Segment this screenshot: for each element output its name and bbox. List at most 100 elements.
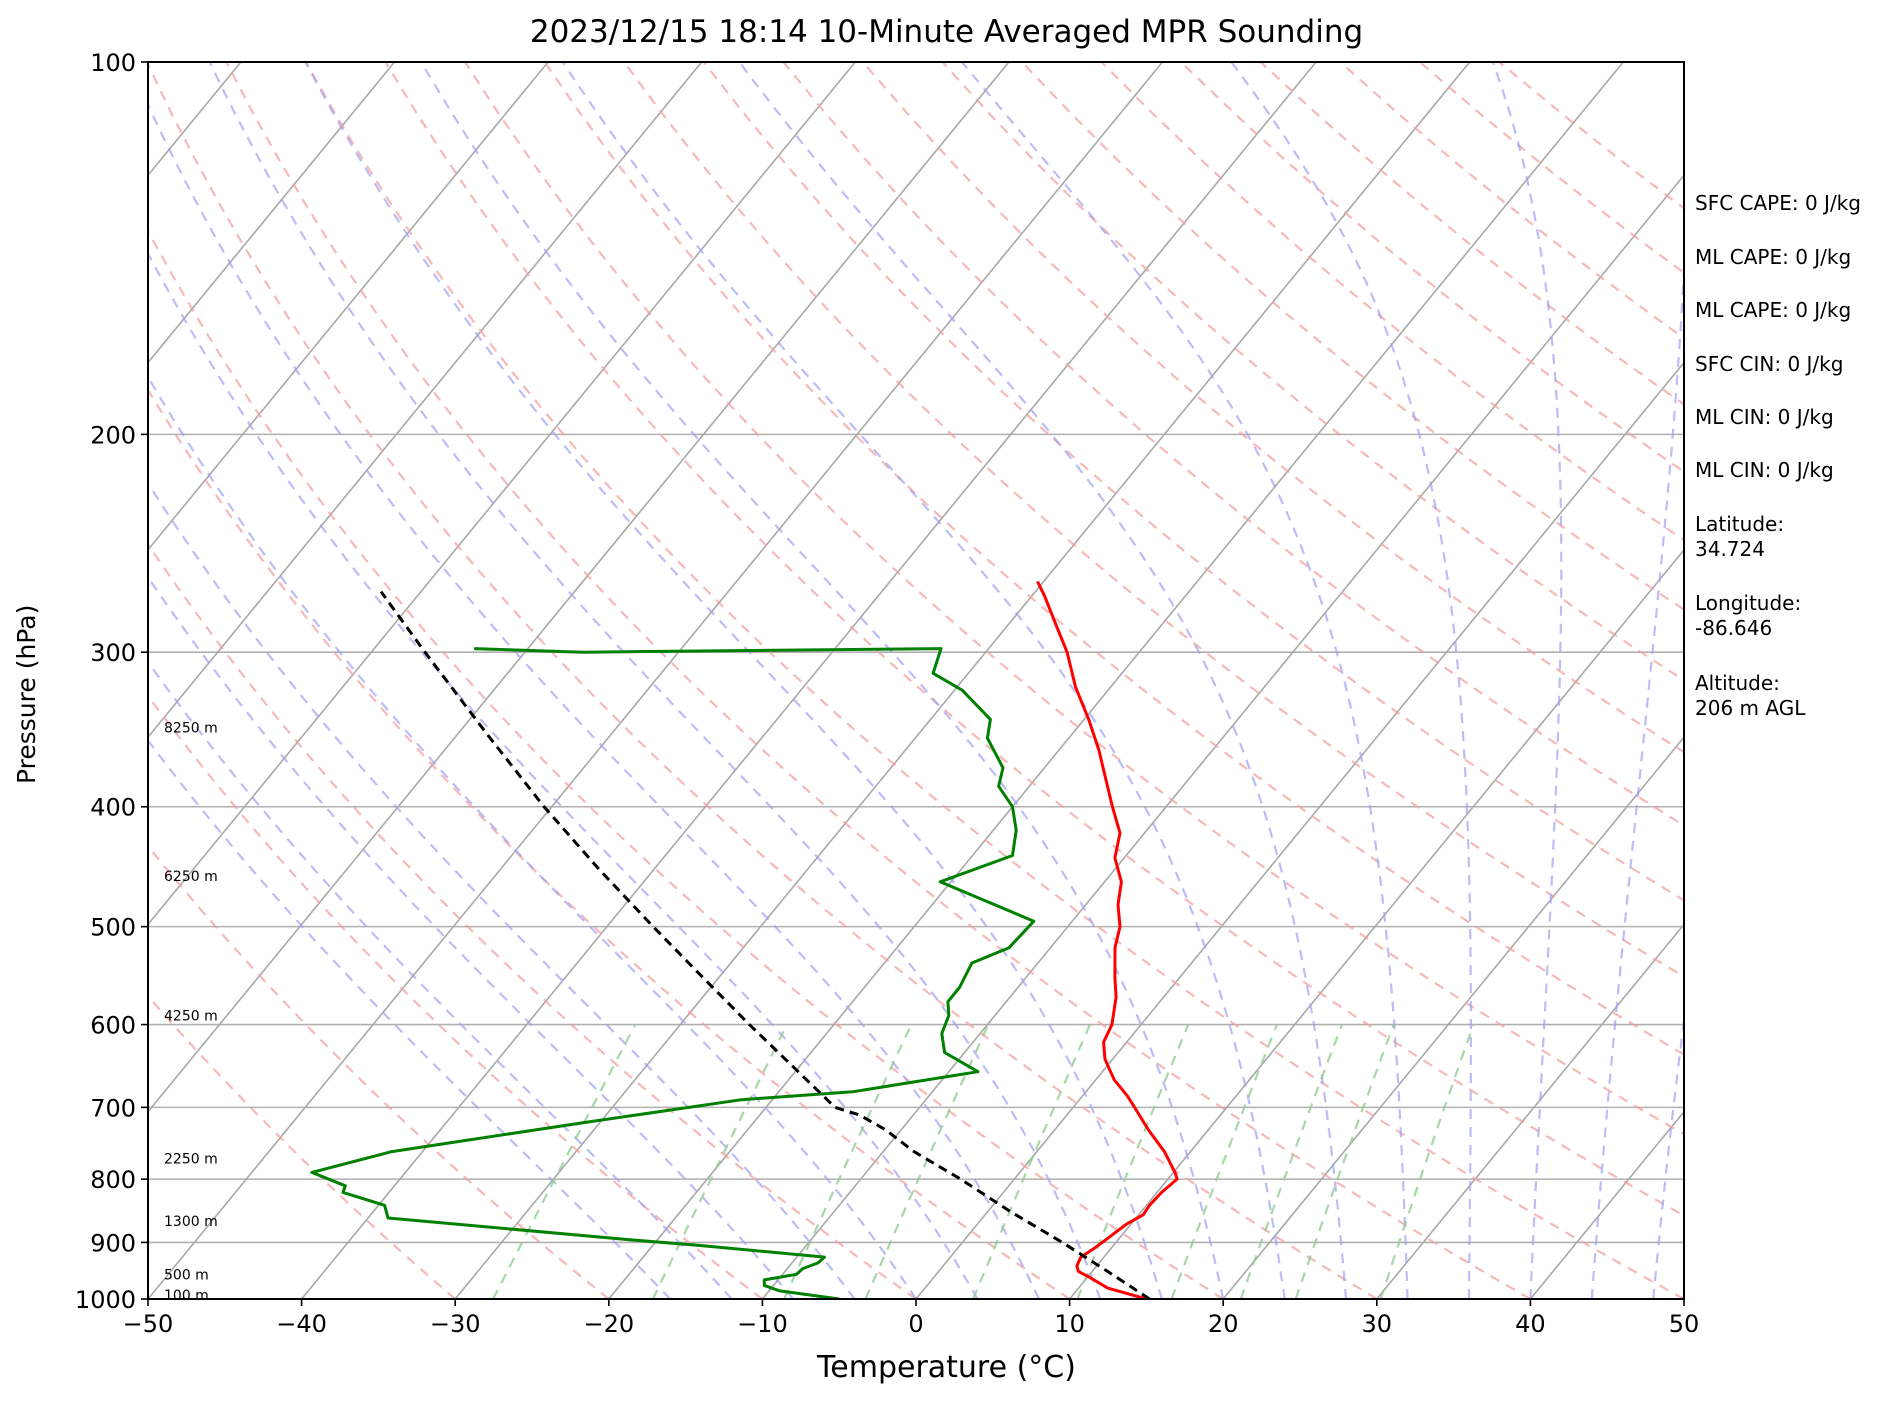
- mixing-ratio-line: [972, 1024, 1092, 1299]
- ml-cape-stat: ML CAPE: 0 J/kg: [1695, 245, 1852, 269]
- moist-adiabat: [208, 62, 1102, 1299]
- y-tick-label: 500: [90, 914, 136, 942]
- y-tick-label: 400: [90, 794, 136, 822]
- moist-adiabat: [738, 62, 1348, 1299]
- latitude-stat: Latitude: 34.724: [1695, 512, 1784, 562]
- x-tick-label: −20: [583, 1310, 634, 1338]
- plot-frame: [147, 61, 1685, 1300]
- isotherm: [148, 62, 856, 926]
- dry-adiabat: [148, 387, 1071, 1299]
- altitude-stat: Altitude: 206 m AGL: [1695, 671, 1805, 721]
- moist-adiabat: [148, 575, 794, 1299]
- height-label: 6250 m: [164, 869, 218, 885]
- altitude-label: Altitude:: [1695, 671, 1780, 695]
- dry-adiabat: [148, 62, 1378, 1299]
- dewpoint-profile: [310, 647, 1036, 1299]
- x-tick-label: −50: [123, 1310, 174, 1338]
- ml-cin-stat: ML CIN: 0 J/kg: [1695, 405, 1834, 429]
- dry-adiabat: [304, 62, 1684, 1299]
- isotherm: [148, 62, 1010, 1113]
- longitude-label: Longitude:: [1695, 591, 1802, 615]
- height-label: 100 m: [164, 1288, 209, 1304]
- parcel-profile: [379, 590, 1151, 1299]
- ml-cape-stat-2: ML CAPE: 0 J/kg: [1695, 298, 1852, 322]
- y-tick-label: 100: [90, 49, 136, 77]
- y-tick-label: 800: [90, 1166, 136, 1194]
- y-tick-label: 300: [90, 639, 136, 667]
- height-label: 1300 m: [164, 1214, 218, 1230]
- dry-adiabat: [148, 694, 764, 1299]
- isotherm: [300, 62, 1317, 1299]
- y-tick-label: 600: [90, 1012, 136, 1040]
- y-tick-label: 900: [90, 1229, 136, 1257]
- x-tick-label: 20: [1208, 1310, 1239, 1338]
- profile-lines: [310, 580, 1179, 1299]
- x-axis-label: Temperature (°C): [817, 1350, 1076, 1385]
- mixing-ratio-line: [1239, 1024, 1344, 1299]
- dry-adiabat: [148, 844, 610, 1299]
- dry-adiabat: [148, 542, 917, 1299]
- x-tick-label: 40: [1515, 1310, 1546, 1338]
- dry-adiabat: [941, 62, 1684, 682]
- dry-adiabat: [464, 62, 1684, 1136]
- dry-adiabat: [1021, 62, 1684, 611]
- isotherm: [761, 174, 1684, 1299]
- moist-adiabat: [1230, 62, 1472, 1299]
- dry-adiabat: [384, 62, 1684, 1217]
- longitude-stat: Longitude: -86.646: [1695, 591, 1801, 641]
- height-label: 8250 m: [164, 720, 218, 736]
- isotherm: [148, 62, 703, 739]
- isotherm: [148, 62, 549, 552]
- x-tick-label: −40: [276, 1310, 327, 1338]
- isotherm: [148, 62, 396, 364]
- isotherm: [1222, 735, 1684, 1299]
- moist-adiabat: [148, 251, 979, 1299]
- moist-adiabat: [304, 62, 1163, 1299]
- ml-cin-stat-2: ML CIN: 0 J/kg: [1695, 458, 1834, 482]
- background-lines: [148, 62, 1684, 1299]
- sfc-cin-stat: SFC CIN: 0 J/kg: [1695, 352, 1844, 376]
- x-tick-label: 30: [1362, 1310, 1393, 1338]
- sfc-cape-stat: SFC CAPE: 0 J/kg: [1695, 191, 1861, 215]
- chart-title: 2023/12/15 18:14 10-Minute Averaged MPR …: [529, 14, 1364, 50]
- dry-adiabat: [782, 62, 1684, 827]
- mixing-ratio-line: [1170, 1024, 1279, 1299]
- moist-adiabat: [420, 62, 1225, 1299]
- axes: −50 −40 −30 −20 −10 0 10 20 30 40 50 100 200 300 400 50…: [75, 49, 1699, 1338]
- x-tick-label: −10: [737, 1310, 788, 1338]
- moist-adiabat: [961, 62, 1409, 1299]
- x-tick-label: 10: [1054, 1310, 1085, 1338]
- mixing-ratio-line: [1294, 1024, 1395, 1299]
- mixing-ratio-line: [492, 1024, 637, 1299]
- moist-adiabat: [561, 62, 1286, 1299]
- dry-adiabat: [148, 228, 1224, 1299]
- y-tick-label: 1000: [75, 1286, 136, 1314]
- dry-adiabat: [225, 62, 1531, 1299]
- y-tick-label: 700: [90, 1094, 136, 1122]
- dry-adiabat: [861, 62, 1684, 754]
- isotherm: [608, 62, 1624, 1299]
- mixing-ratio-line: [1076, 1024, 1190, 1299]
- height-label: 500 m: [164, 1267, 209, 1283]
- mixing-ratio-line: [651, 1024, 788, 1299]
- moist-adiabat: [148, 374, 917, 1299]
- latitude-value: 34.724: [1695, 537, 1765, 561]
- y-axis-label: Pressure (hPa): [12, 604, 41, 784]
- isotherm: [1068, 548, 1684, 1299]
- isotherm: [454, 62, 1471, 1299]
- x-tick-label: −30: [430, 1310, 481, 1338]
- temperature-profile: [1036, 580, 1179, 1299]
- x-tick-label: 0: [908, 1310, 923, 1338]
- isotherm: [148, 62, 1164, 1299]
- mixing-ratio-line: [783, 1024, 913, 1299]
- mixing-ratio-line: [864, 1024, 990, 1299]
- moist-adiabat: [148, 102, 1040, 1299]
- moist-adiabat: [1491, 62, 1563, 1299]
- dry-adiabat: [148, 994, 456, 1299]
- altitude-value: 206 m AGL: [1695, 696, 1806, 720]
- longitude-value: -86.646: [1695, 616, 1773, 640]
- moist-adiabat: [148, 660, 733, 1299]
- dry-adiabat: [543, 62, 1684, 1056]
- latitude-label: Latitude:: [1695, 512, 1785, 536]
- x-tick-label: 50: [1669, 1310, 1700, 1338]
